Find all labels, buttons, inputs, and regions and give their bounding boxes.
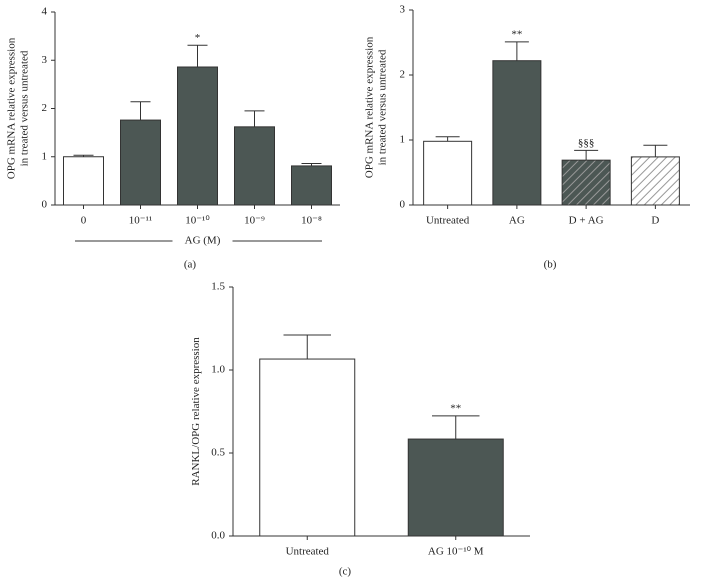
x-axis-label: AG (M)	[185, 235, 221, 247]
x-tick-label: 10⁻⁹	[244, 215, 265, 227]
bar	[561, 159, 611, 206]
y-tick-label: 0	[42, 199, 48, 211]
bar	[259, 358, 356, 537]
x-tick-label: Untreated	[426, 215, 470, 227]
x-tick-label: 0	[81, 215, 87, 227]
x-tick-label: AG 10⁻¹⁰ M	[428, 546, 484, 558]
x-tick-label: Untreated	[286, 546, 330, 558]
x-tick-label: AG	[509, 215, 525, 227]
panel-label: (a)	[184, 259, 197, 271]
panel-label: (b)	[544, 259, 557, 271]
y-tick-label: 0.0	[211, 530, 225, 542]
bar	[630, 156, 680, 206]
x-tick-label: 10⁻¹⁰	[185, 215, 210, 227]
y-tick-label: 2	[400, 69, 406, 81]
y-tick-label: 4	[42, 6, 48, 18]
significance-label: **	[511, 28, 522, 40]
y-tick-label: 1.0	[211, 364, 225, 376]
bar	[291, 165, 332, 206]
y-tick-label: 0.5	[211, 447, 225, 459]
x-tick-label: 10⁻¹¹	[129, 215, 152, 227]
bar	[407, 438, 504, 537]
y-axis-label: OPG mRNA relative expressionin treated v…	[363, 36, 388, 178]
y-tick-label: 3	[42, 54, 48, 66]
bar	[177, 66, 218, 206]
y-tick-label: 2	[42, 102, 48, 114]
y-axis-label: RANKL/OPG relative expression	[190, 337, 202, 486]
bar	[234, 126, 275, 206]
x-tick-label: D	[651, 215, 659, 227]
x-tick-label: 10⁻⁸	[301, 215, 322, 227]
y-tick-label: 1	[400, 134, 406, 146]
y-axis-label: OPG mRNA relative expressionin treated v…	[5, 37, 30, 179]
significance-label: §§§	[578, 137, 595, 149]
bar	[492, 60, 542, 206]
y-tick-label: 1.5	[211, 281, 225, 293]
significance-label: *	[195, 32, 201, 44]
x-tick-label: D + AG	[569, 215, 604, 227]
bar	[63, 156, 104, 206]
significance-label: **	[450, 402, 461, 414]
y-tick-label: 0	[400, 199, 406, 211]
y-tick-label: 1	[42, 150, 48, 162]
y-tick-label: 3	[400, 4, 406, 16]
bar	[423, 140, 473, 206]
bar	[120, 119, 161, 206]
panel-label: (c)	[339, 566, 352, 578]
